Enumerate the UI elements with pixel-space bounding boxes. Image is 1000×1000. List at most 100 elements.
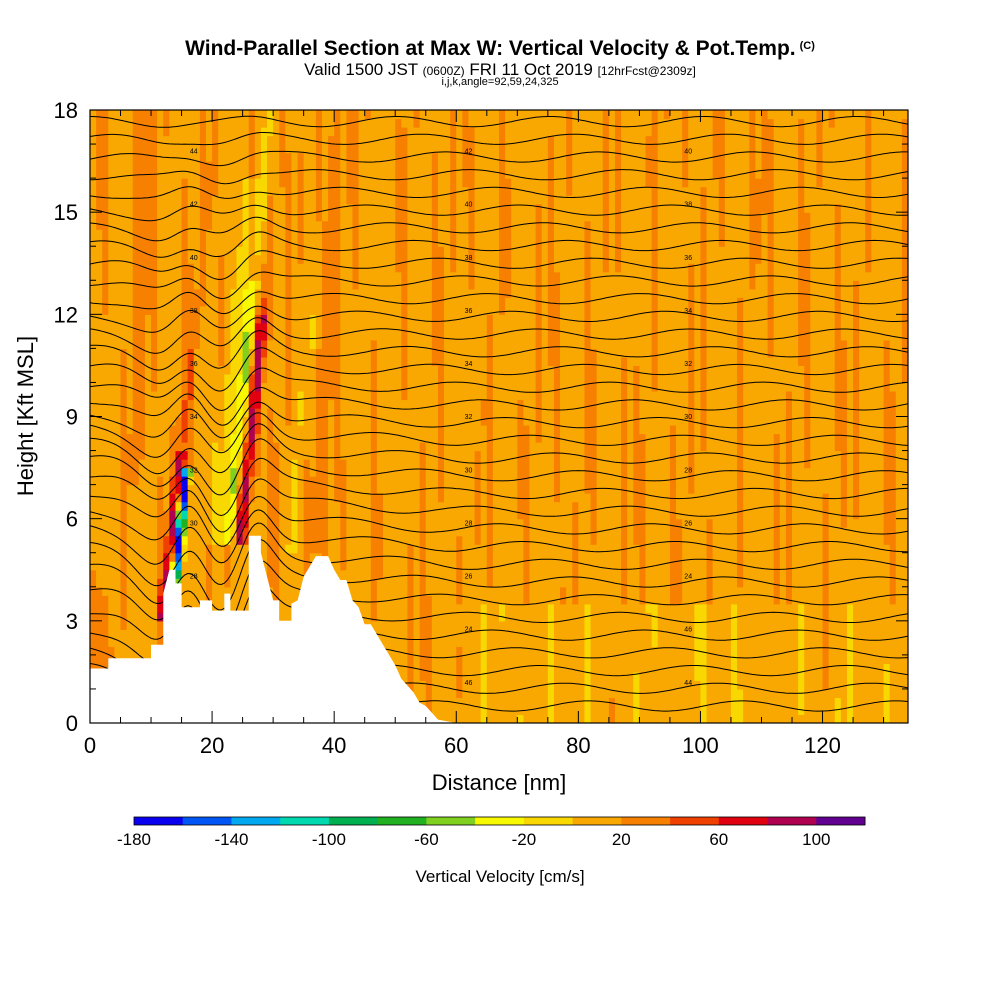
- field-cell: [267, 467, 274, 477]
- field-cell: [114, 510, 122, 520]
- field-cell: [321, 373, 329, 384]
- field-cell: [114, 339, 122, 349]
- field-cell: [444, 552, 451, 562]
- field-cell: [468, 425, 476, 435]
- field-cell: [450, 416, 457, 426]
- field-cell: [108, 220, 116, 230]
- field-cell: [334, 314, 341, 324]
- field-cell: [376, 510, 384, 520]
- field-cell: [437, 484, 445, 494]
- field-cell: [468, 203, 476, 213]
- field-cell: [254, 322, 262, 332]
- field-cell: [474, 356, 482, 367]
- field-cell: [126, 135, 134, 145]
- field-cell: [334, 237, 341, 247]
- field-cell: [102, 339, 109, 349]
- field-cell: [468, 586, 476, 596]
- field-cell: [328, 220, 335, 230]
- field-cell: [175, 271, 183, 281]
- field-cell: [474, 476, 482, 486]
- field-cell: [169, 118, 177, 128]
- field-cell: [230, 416, 238, 426]
- field-cell: [419, 595, 427, 605]
- field-cell: [499, 637, 506, 647]
- field-cell: [364, 382, 372, 392]
- field-cell: [358, 595, 366, 605]
- field-cell: [425, 501, 433, 511]
- field-cell: [346, 246, 354, 256]
- field-cell: [260, 484, 268, 494]
- field-cell: [370, 271, 378, 281]
- field-cell: [242, 476, 250, 486]
- field-cell: [309, 169, 317, 179]
- field-cell: [370, 356, 378, 367]
- field-cell: [120, 271, 128, 281]
- field-cell: [444, 442, 451, 452]
- field-cell: [480, 399, 488, 409]
- field-cell: [505, 399, 512, 409]
- field-cell: [236, 552, 244, 562]
- field-cell: [334, 348, 341, 358]
- field-cell: [279, 169, 286, 179]
- field-cell: [157, 212, 164, 222]
- field-cell: [96, 501, 103, 511]
- field-cell: [144, 348, 152, 358]
- field-cell: [309, 254, 317, 264]
- field-cell: [199, 178, 207, 188]
- field-cell: [395, 161, 402, 171]
- field-cell: [187, 254, 195, 264]
- field-cell: [126, 425, 134, 435]
- field-cell: [492, 356, 500, 367]
- field-cell: [334, 373, 341, 384]
- field-cell: [334, 220, 341, 230]
- field-cell: [370, 561, 378, 571]
- field-cell: [358, 331, 366, 341]
- field-cell: [248, 195, 256, 205]
- field-cell: [321, 425, 329, 435]
- field-cell: [90, 178, 97, 188]
- field-cell: [169, 297, 177, 307]
- field-cell: [340, 416, 347, 426]
- field-cell: [96, 161, 103, 171]
- field-cell: [407, 425, 415, 435]
- field-cell: [114, 212, 122, 222]
- field-cell: [425, 476, 433, 486]
- field-cell: [474, 450, 482, 460]
- field-cell: [431, 612, 439, 622]
- field-cell: [297, 407, 305, 418]
- field-cell: [456, 561, 463, 571]
- field-cell: [175, 110, 183, 120]
- field-cell: [383, 425, 390, 435]
- field-cell: [273, 254, 280, 264]
- field-cell: [181, 118, 189, 128]
- field-cell: [492, 654, 500, 664]
- field-cell: [413, 663, 421, 673]
- field-cell: [120, 365, 128, 375]
- field-cell: [505, 629, 512, 639]
- field-cell: [499, 169, 506, 179]
- field-cell: [144, 339, 152, 349]
- field-cell: [352, 527, 360, 537]
- field-cell: [218, 169, 225, 179]
- field-cell: [364, 195, 372, 205]
- field-cell: [212, 152, 219, 162]
- field-cell: [395, 450, 402, 460]
- field-cell: [230, 459, 238, 469]
- field-cell: [334, 263, 341, 273]
- field-cell: [169, 527, 177, 537]
- field-cell: [163, 459, 170, 469]
- field-cell: [328, 305, 335, 315]
- field-cell: [419, 356, 427, 367]
- field-cell: [144, 476, 152, 486]
- field-cell: [383, 373, 390, 384]
- field-cell: [376, 195, 384, 205]
- field-cell: [297, 280, 305, 290]
- field-cell: [151, 118, 158, 128]
- field-cell: [425, 356, 433, 367]
- field-cell: [120, 314, 128, 324]
- field-cell: [462, 407, 470, 418]
- field-cell: [108, 203, 116, 213]
- field-cell: [90, 544, 97, 554]
- field-cell: [205, 425, 213, 435]
- field-cell: [492, 578, 500, 588]
